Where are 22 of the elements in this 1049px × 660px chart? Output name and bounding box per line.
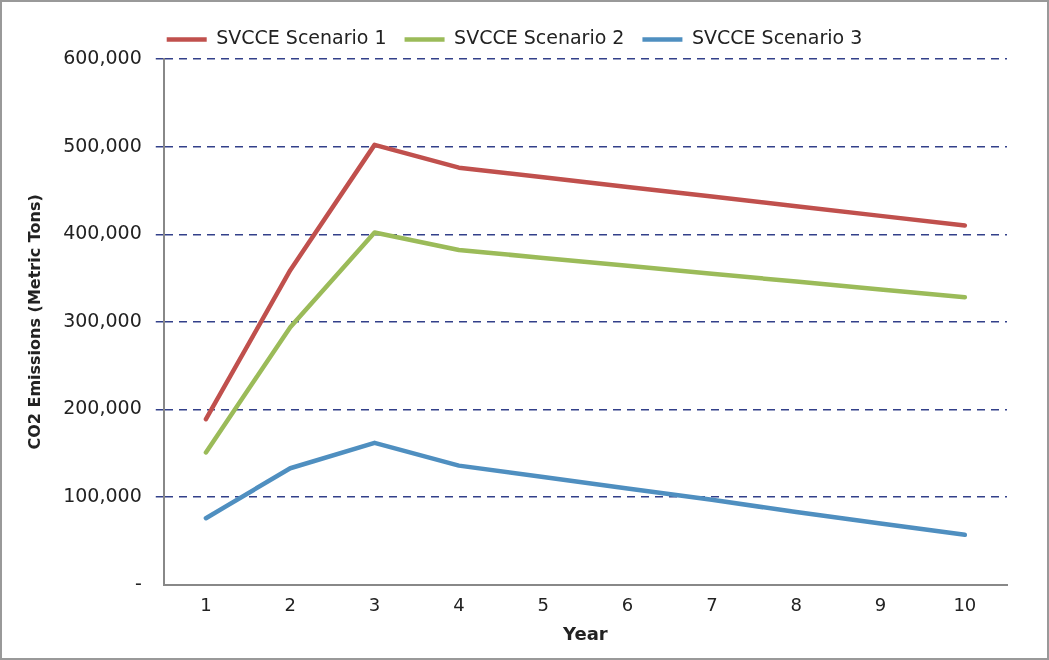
x-tick-label: 9 xyxy=(874,594,887,616)
y-tick-label: 500,000 xyxy=(63,133,142,156)
y-tick-label: 400,000 xyxy=(63,221,142,244)
x-tick-label: 6 xyxy=(621,594,634,616)
legend-label: SVCCE Scenario 1 xyxy=(216,26,387,49)
x-tick-label: 3 xyxy=(368,594,381,616)
x-tick-label: 1 xyxy=(200,594,212,616)
y-axis-title: CO2 Emissions (Metric Tons) xyxy=(24,194,44,450)
x-axis-title: Year xyxy=(562,622,608,644)
y-tick-label: 300,000 xyxy=(63,308,142,331)
y-tick-label: 600,000 xyxy=(63,45,142,68)
y-tick-label: - xyxy=(134,571,142,594)
legend-label: SVCCE Scenario 3 xyxy=(691,26,863,49)
x-tick-label: 5 xyxy=(537,594,549,616)
x-tick-label: 8 xyxy=(790,594,802,616)
y-tick-label: 100,000 xyxy=(63,484,142,507)
x-tick-label: 4 xyxy=(453,594,465,616)
x-tick-label: 2 xyxy=(284,594,296,616)
x-tick-label: 7 xyxy=(706,594,718,616)
legend-label: SVCCE Scenario 2 xyxy=(454,26,625,49)
x-tick-label: 10 xyxy=(953,594,977,616)
y-tick-label: 200,000 xyxy=(63,396,142,419)
